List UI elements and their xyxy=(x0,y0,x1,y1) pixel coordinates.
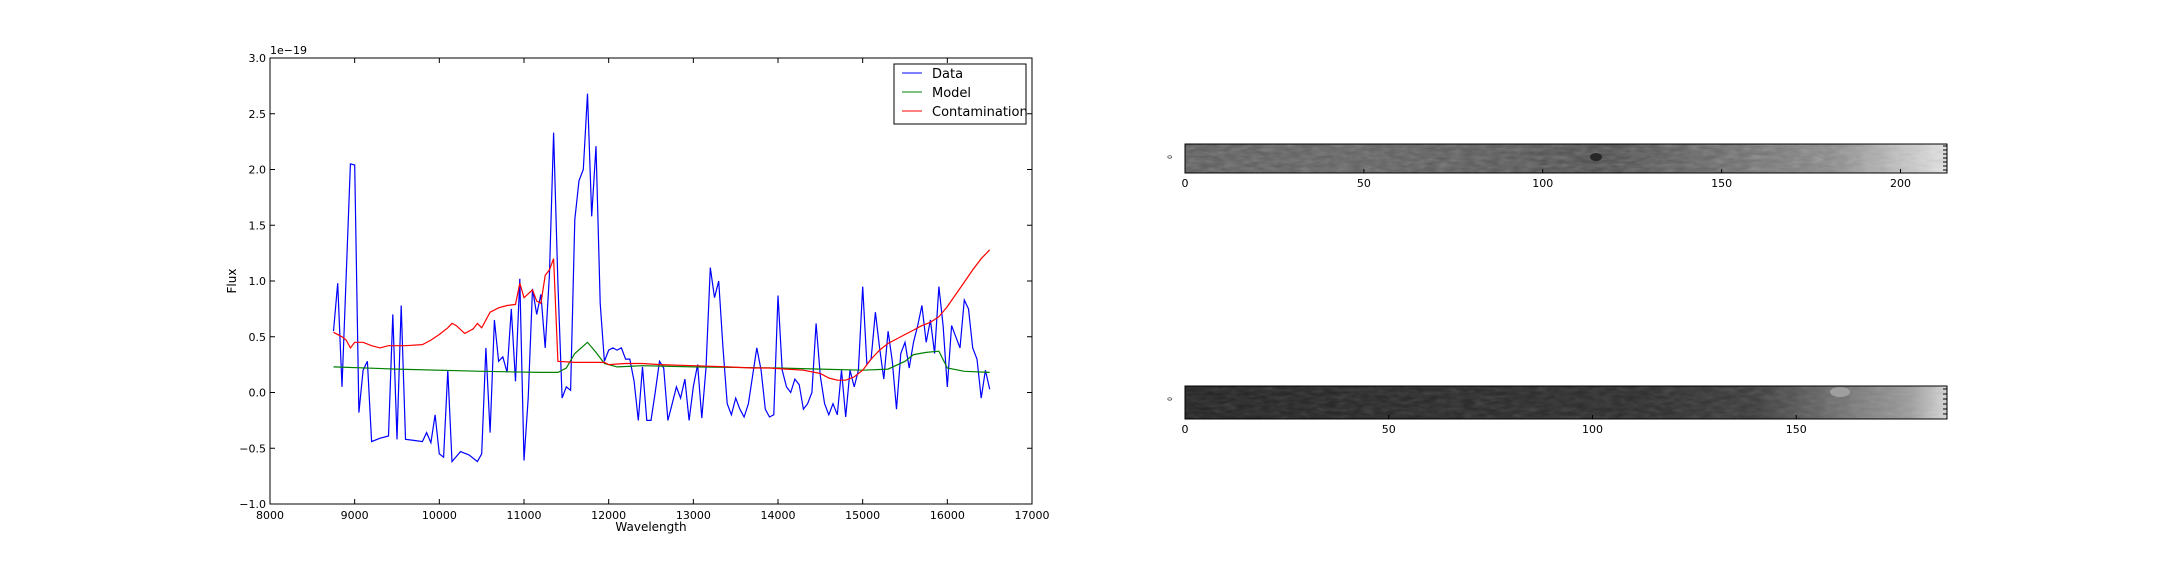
legend-label-model: Model xyxy=(932,86,971,101)
image-top-x-tick-label: 0 xyxy=(1182,177,1189,190)
image-bottom-frame xyxy=(1184,385,1948,420)
image-bottom-texture xyxy=(1185,386,1947,419)
x-ticks: 8000 9000 10000 11000 12000 13000 14000 15000 16… xyxy=(256,58,1050,522)
image-bottom-x-tick-label: 100 xyxy=(1582,423,1603,436)
x-tick-label: 16000 xyxy=(930,509,965,522)
x-tick-label: 15000 xyxy=(845,509,880,522)
line-chart: 8000 9000 10000 11000 12000 13000 14000 15000 16… xyxy=(225,44,1050,534)
series-line-model xyxy=(333,341,990,373)
y-ticks: −1.0 −0.5 0.0 0.5 1.0 1.5 2.0 2.5 3.0 xyxy=(239,52,1032,511)
legend: Data Model Contamination xyxy=(893,63,1028,125)
x-tick-label: 17000 xyxy=(1015,509,1050,522)
y-tick-label: −1.0 xyxy=(239,498,266,511)
x-axis-label: Wavelength xyxy=(615,520,686,534)
series-line-contamination xyxy=(333,249,991,381)
y-tick-label: 2.0 xyxy=(249,164,267,177)
x-tick-label: 11000 xyxy=(507,509,542,522)
image-bottom-ytick: 0 xyxy=(1167,397,1174,401)
legend-label-contamination: Contamination xyxy=(932,105,1028,120)
image-bottom-x-tick-label: 150 xyxy=(1786,423,1807,436)
image-bottom-x-ticks: 0 50 100 150 xyxy=(1182,415,1807,436)
image-top-x-tick-label: 200 xyxy=(1890,177,1911,190)
image-top-ytick: 0 xyxy=(1167,155,1174,159)
x-tick-label: 12000 xyxy=(591,509,626,522)
x-tick-label: 13000 xyxy=(676,509,711,522)
spectrum-image-bottom: 0 0 50 100 150 xyxy=(1167,385,1948,436)
image-top-x-tick-label: 50 xyxy=(1357,177,1371,190)
y-tick-label: 0.0 xyxy=(249,387,267,400)
x-tick-label: 8000 xyxy=(256,509,284,522)
spectrum-image-top: 0 0 50 100 150 200 xyxy=(1167,143,1948,190)
image-top-texture xyxy=(1185,144,1947,173)
y-tick-label: 1.5 xyxy=(249,219,267,232)
image-bottom-y-ticks: 0 xyxy=(1167,388,1947,415)
y-tick-label: 3.0 xyxy=(249,52,267,65)
image-top-x-ticks: 0 50 100 150 200 xyxy=(1182,169,1911,190)
image-bottom-x-tick-label: 50 xyxy=(1382,423,1396,436)
image-bottom-x-tick-label: 0 xyxy=(1182,423,1189,436)
series-layer xyxy=(332,93,991,464)
image-top-y-ticks: 0 xyxy=(1167,145,1947,171)
image-top-x-tick-label: 100 xyxy=(1532,177,1553,190)
y-tick-label: 0.5 xyxy=(249,331,267,344)
y-tick-label: −0.5 xyxy=(239,442,266,455)
legend-label-data: Data xyxy=(932,67,963,82)
legend-box xyxy=(893,63,1027,125)
x-tick-label: 10000 xyxy=(422,509,457,522)
y-tick-label: 1.0 xyxy=(249,275,267,288)
x-tick-label: 9000 xyxy=(341,509,369,522)
x-tick-label: 14000 xyxy=(761,509,796,522)
image-top-x-tick-label: 150 xyxy=(1711,177,1732,190)
image-top-dark-spot xyxy=(1590,153,1602,161)
image-bottom-bright-spot xyxy=(1830,387,1850,397)
offset-label: 1e−19 xyxy=(270,44,307,57)
y-tick-label: 2.5 xyxy=(249,108,267,121)
y-axis-label: Flux xyxy=(225,269,239,294)
series-line-data xyxy=(332,93,991,464)
